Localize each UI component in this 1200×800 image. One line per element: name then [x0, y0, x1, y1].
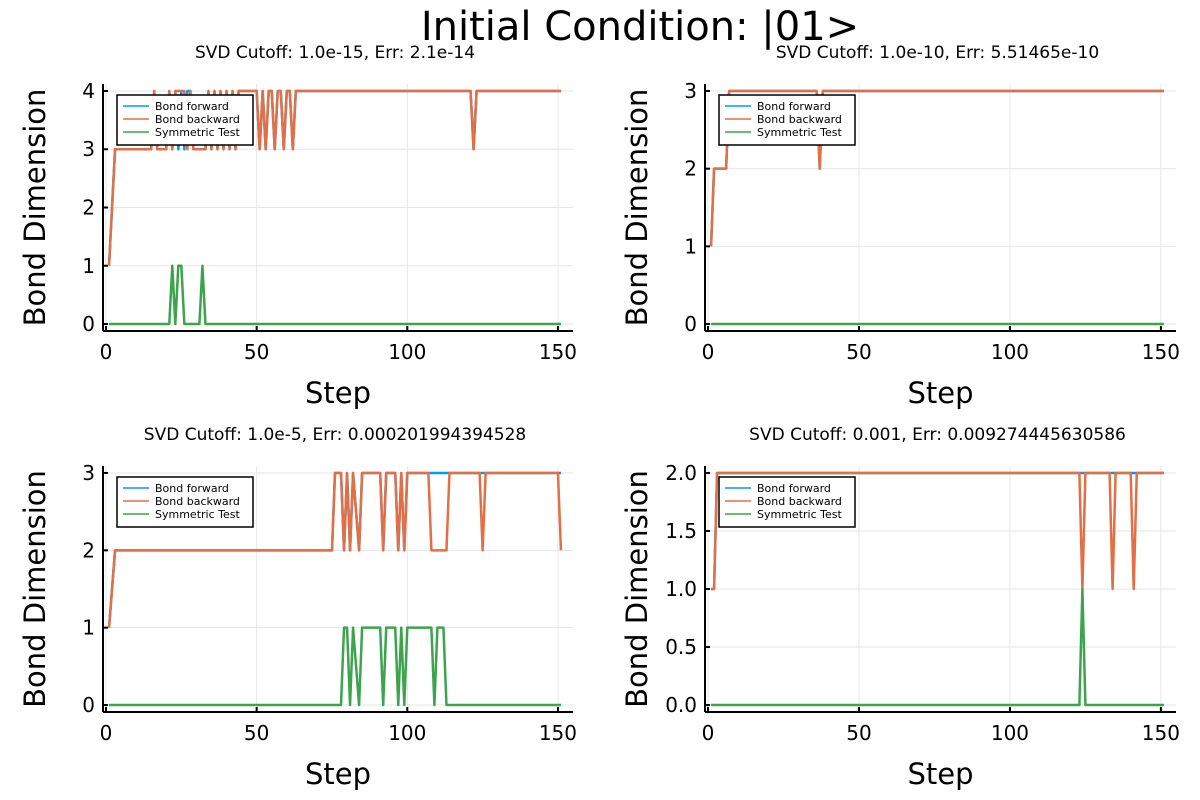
legend-label: Bond forward — [757, 100, 831, 113]
legend-label: Symmetric Test — [155, 126, 240, 139]
series-line-backward — [711, 471, 1164, 591]
x-tick-label: 50 — [846, 721, 871, 745]
y-axis-label: Bond Dimension — [18, 470, 52, 708]
series-line-backward — [107, 471, 563, 628]
x-tick-label: 50 — [846, 340, 871, 364]
subplot-2: SVD Cutoff: 1.0e-10, Err: 5.51465e-10 0 50… — [620, 43, 1180, 410]
y-tick-label: 3 — [684, 79, 697, 103]
subplot-title: SVD Cutoff: 0.001, Err: 0.00927444563058… — [749, 425, 1126, 445]
legend-label: Bond forward — [757, 482, 831, 495]
subplot-4: SVD Cutoff: 0.001, Err: 0.00927444563058… — [620, 425, 1180, 791]
y-tick-label: 1.5 — [665, 519, 697, 543]
legend-label: Bond backward — [757, 495, 842, 508]
x-tick-label: 150 — [1142, 340, 1180, 364]
legend-label: Bond backward — [155, 113, 240, 126]
y-tick-label: 4 — [82, 79, 95, 103]
y-tick-label: 3 — [82, 461, 95, 485]
x-tick-label: 150 — [539, 721, 577, 745]
y-tick-label: 0 — [82, 312, 95, 336]
y-tick-label: 1 — [82, 254, 95, 278]
y-tick-label: 2 — [82, 196, 95, 220]
subplot-title: SVD Cutoff: 1.0e-10, Err: 5.51465e-10 — [776, 43, 1099, 63]
y-tick-label: 0 — [684, 312, 697, 336]
x-tick-label: 100 — [388, 721, 426, 745]
x-tick-label: 100 — [991, 721, 1029, 745]
legend-label: Symmetric Test — [757, 508, 842, 521]
x-tick-label: 100 — [388, 340, 426, 364]
legend-box — [116, 94, 254, 146]
x-tick-label: 150 — [539, 340, 577, 364]
x-tick-label: 100 — [991, 340, 1029, 364]
y-axis-label: Bond Dimension — [620, 89, 654, 327]
legend-label: Symmetric Test — [757, 126, 842, 139]
series-line-symmetric — [711, 587, 1164, 707]
y-tick-label: 3 — [82, 137, 95, 161]
subplot-title: SVD Cutoff: 1.0e-15, Err: 2.1e-14 — [195, 43, 475, 63]
legend-box — [718, 94, 856, 146]
x-tick-label: 0 — [100, 340, 113, 364]
series-line-symmetric — [109, 626, 561, 707]
x-axis-label: Step — [305, 757, 371, 791]
legend-label: Symmetric Test — [155, 508, 240, 521]
x-tick-label: 50 — [244, 721, 269, 745]
legend-label: Bond backward — [155, 495, 240, 508]
x-axis-label: Step — [907, 757, 973, 791]
y-tick-label: 1 — [82, 616, 95, 640]
y-tick-label: 2.0 — [665, 461, 697, 485]
subplot-1: SVD Cutoff: 1.0e-15, Err: 2.1e-14 0 50 100 1… — [18, 43, 577, 410]
y-axis-label: Bond Dimension — [620, 470, 654, 708]
y-tick-label: 0.0 — [665, 693, 697, 717]
subplot-title: SVD Cutoff: 1.0e-5, Err: 0.0002019943945… — [144, 425, 526, 445]
x-axis-label: Step — [907, 376, 973, 410]
legend-label: Bond backward — [757, 113, 842, 126]
legend-label: Bond forward — [155, 100, 229, 113]
y-tick-label: 2 — [684, 157, 697, 181]
y-tick-label: 2 — [82, 538, 95, 562]
subplot-3: SVD Cutoff: 1.0e-5, Err: 0.0002019943945… — [18, 425, 577, 791]
legend-label: Bond forward — [155, 482, 229, 495]
y-tick-label: 1.0 — [665, 577, 697, 601]
y-axis-label: Bond Dimension — [18, 89, 52, 327]
legend-box — [718, 476, 856, 528]
x-axis-label: Step — [305, 376, 371, 410]
y-tick-label: 0 — [82, 693, 95, 717]
x-tick-label: 50 — [244, 340, 269, 364]
series-line-symmetric — [109, 264, 561, 326]
figure-suptitle: Initial Condition: |01> — [421, 4, 859, 50]
x-tick-label: 150 — [1142, 721, 1180, 745]
x-tick-label: 0 — [702, 721, 715, 745]
x-tick-label: 0 — [100, 721, 113, 745]
legend-box — [116, 476, 254, 528]
x-tick-label: 0 — [702, 340, 715, 364]
y-tick-label: 1 — [684, 234, 697, 258]
y-tick-label: 0.5 — [665, 635, 697, 659]
